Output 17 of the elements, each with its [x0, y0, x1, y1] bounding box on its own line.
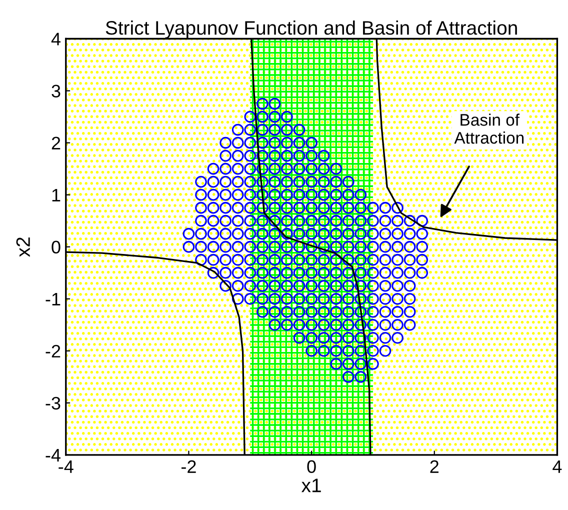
- y-tick-label: 4: [51, 32, 60, 46]
- y-tick-label: -2: [46, 344, 60, 358]
- x-tick-label: 2: [430, 460, 438, 473]
- y-tick-label: -1: [46, 292, 60, 306]
- x-tick-label: -2: [181, 460, 196, 473]
- y-tick-label: -3: [46, 396, 60, 410]
- annotation: Basin of Attraction: [454, 114, 524, 144]
- chart-title: Strict Lyapunov Function and Basin of Attraction: [106, 20, 517, 39]
- x-axis-title: x1: [302, 478, 321, 492]
- y-tick-label: 3: [52, 84, 60, 98]
- y-tick-label: 1: [52, 188, 60, 202]
- y-axis-title: x2: [16, 238, 30, 257]
- y-tick-label: 2: [52, 136, 60, 150]
- x-tick-label: 0: [307, 460, 316, 474]
- y-tick-label: -4: [46, 449, 60, 462]
- y-tick-label: 0: [52, 240, 60, 254]
- x-tick-label: 4: [552, 460, 562, 473]
